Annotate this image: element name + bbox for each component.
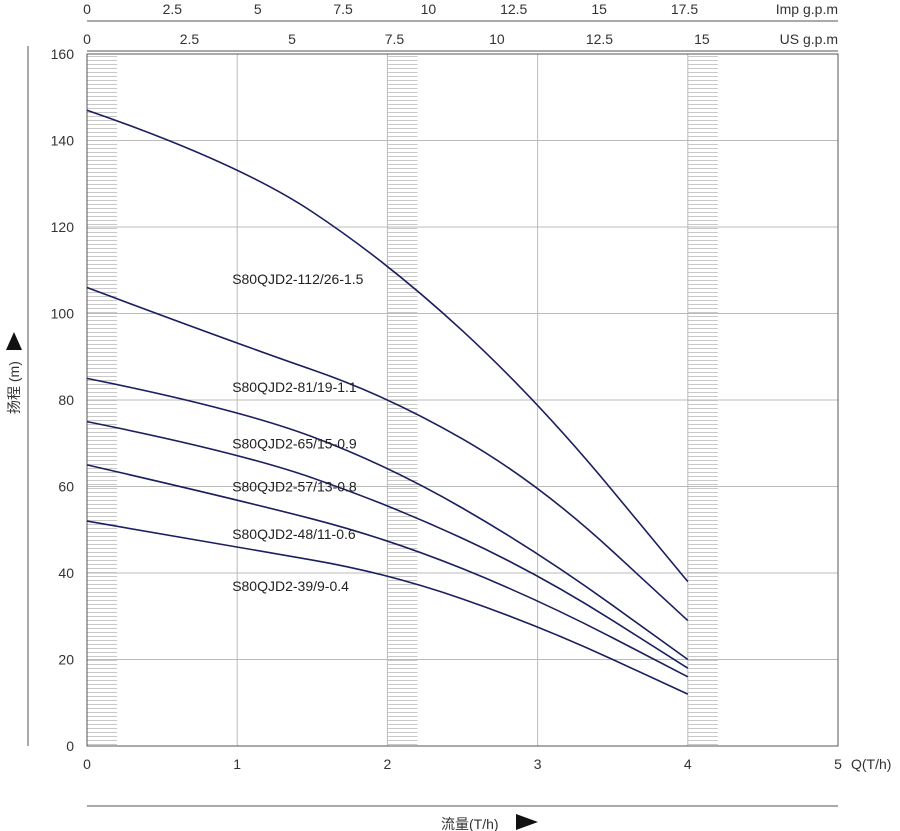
pump-curve-line (86, 520, 689, 695)
pump-curve-line (86, 464, 689, 678)
y-axis-ticks: 0 20 40 60 80 100 120 140 160 (51, 46, 75, 754)
y-tick-label: 120 (51, 219, 75, 235)
grid-lines (87, 54, 838, 746)
top-axis-tick-label: 7.5 (333, 1, 353, 17)
top-axis-tick-label: 15 (591, 1, 607, 17)
y-tick-label: 100 (51, 306, 75, 322)
y-axis-title-group: 扬程 (m) (6, 332, 22, 414)
pump-curve-line (86, 377, 689, 661)
curve-label: S80QJD2-112/26-1.5 (232, 271, 363, 287)
y-axis-arrow-icon (6, 332, 22, 350)
x-axis-arrow-icon (516, 814, 538, 830)
top-axis-tick-label: 15 (694, 31, 710, 47)
y-tick-label: 40 (58, 565, 74, 581)
top-axis-tick-label: 5 (288, 31, 296, 47)
y-axis-title: 扬程 (m) (6, 361, 22, 414)
curve-label: S80QJD2-65/15-0.9 (232, 435, 357, 451)
top-axis-unit-label: Imp g.p.m (776, 1, 838, 17)
top-axis-tick-label: 2.5 (163, 1, 183, 17)
x-tick-label: 2 (384, 756, 392, 772)
x-axis-ticks: 0 1 2 3 4 5 (83, 756, 842, 772)
top-axis-tick-label: 12.5 (586, 31, 613, 47)
pump-curve-line (86, 420, 689, 669)
curve-label: S80QJD2-48/11-0.6 (232, 526, 356, 542)
y-tick-label: 80 (58, 392, 74, 408)
top-axis-tick-label: 12.5 (500, 1, 527, 17)
y-tick-label: 20 (58, 652, 74, 668)
top-axis-tick-label: 5 (254, 1, 262, 17)
y-tick-label: 60 (58, 479, 74, 495)
x-tick-label: 4 (684, 756, 692, 772)
top-axis-tick-label: 2.5 (180, 31, 200, 47)
x-tick-label: 3 (534, 756, 542, 772)
curve-label: S80QJD2-81/19-1.1 (232, 379, 357, 395)
y-tick-label: 0 (66, 738, 74, 754)
top-axis-tick-label: 17.5 (671, 1, 698, 17)
top-axis-tick-label: 7.5 (385, 31, 405, 47)
plot-frame (86, 53, 839, 747)
x-axis-title: 流量(T/h) (441, 816, 499, 831)
x-tick-label: 1 (233, 756, 241, 772)
x-axis-end-label: Q(T/h) (851, 756, 891, 772)
curve-label: S80QJD2-57/13-0.8 (232, 479, 357, 495)
pump-curve-line (86, 286, 689, 622)
y-tick-label: 160 (51, 46, 75, 62)
curve-labels: S80QJD2-112/26-1.5 S80QJD2-81/19-1.1 S80QJ… (232, 271, 363, 594)
x-tick-label: 5 (834, 756, 842, 772)
top-axis-tick-label: 0 (83, 1, 91, 17)
y-tick-label: 140 (51, 133, 75, 149)
top-axis-tick-label: 10 (421, 1, 437, 17)
top-axis-unit-label: US g.p.m (780, 31, 838, 47)
pump-curve-line (86, 109, 689, 583)
top-axis-tick-label: 10 (489, 31, 505, 47)
x-tick-label: 0 (83, 756, 91, 772)
top-flow-axes: 0 2.5 5 7.5 10 12.5 15 17.5 Imp g.p.m 0 2.5 5 7.5 10 1… (83, 1, 838, 52)
pump-curves (86, 109, 689, 695)
curve-label: S80QJD2-39/9-0.4 (232, 578, 349, 594)
top-axis-tick-label: 0 (83, 31, 91, 47)
